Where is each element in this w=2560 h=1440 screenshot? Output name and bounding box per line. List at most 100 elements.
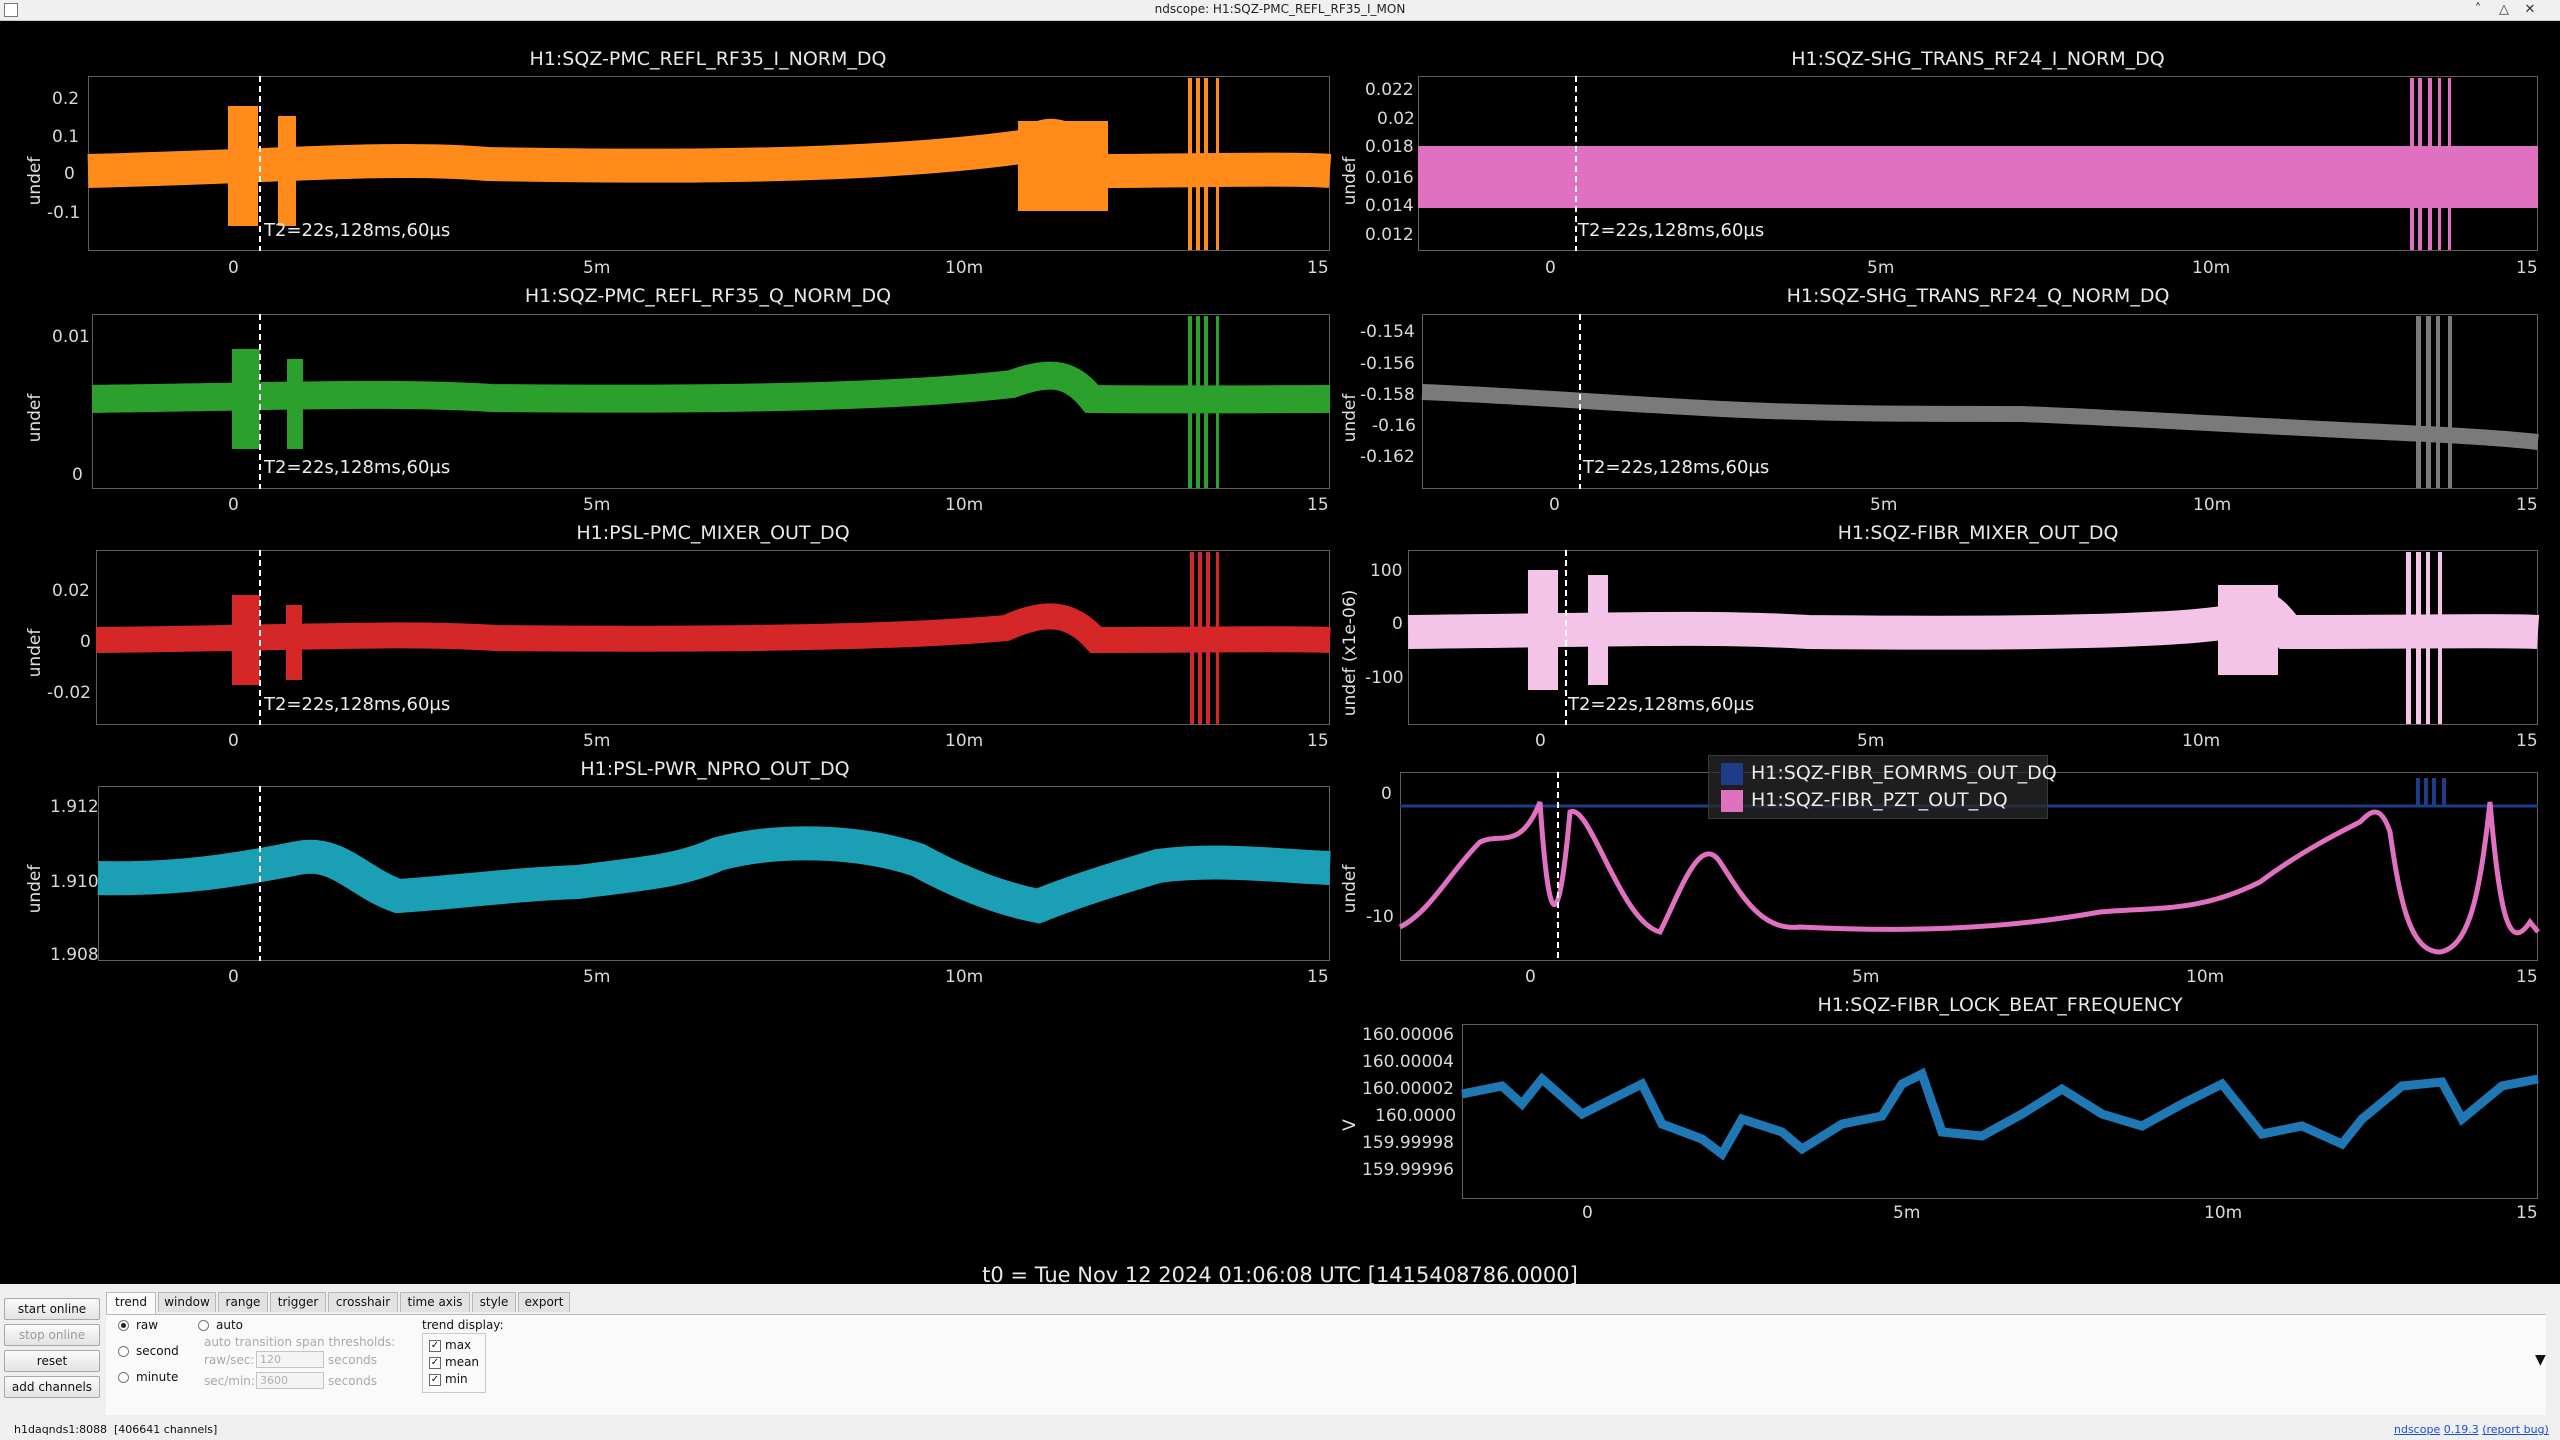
y-tick: 0.022: [1365, 80, 1414, 100]
x-tick: 5m: [1852, 967, 1880, 987]
x-tick: 10m: [945, 258, 984, 278]
trend-display-label: trend display:: [422, 1318, 504, 1332]
x-tick: 15: [2516, 1203, 2538, 1223]
version-info: ndscope 0.19.3 (report bug): [2394, 1423, 2549, 1436]
y-axis-label: undef (x1e-06): [1340, 589, 1360, 717]
seconds-label: seconds: [328, 1353, 378, 1367]
y-tick: 0: [1392, 614, 1403, 634]
x-tick: 15: [2516, 258, 2538, 278]
gray-trace: [1421, 314, 2539, 489]
raw-sec-field[interactable]: 120: [256, 1351, 324, 1368]
y-tick: 160.00006: [1362, 1025, 1454, 1045]
tab-window[interactable]: window: [158, 1292, 216, 1312]
x-tick: 15: [2516, 495, 2538, 515]
add-channels-button[interactable]: add channels: [4, 1376, 100, 1398]
tab-trend[interactable]: trend: [106, 1292, 156, 1315]
x-tick: 5m: [583, 731, 611, 751]
ndscope-link[interactable]: ndscope: [2394, 1423, 2441, 1436]
minute-radio[interactable]: [118, 1372, 129, 1383]
tab-crosshair[interactable]: crosshair: [328, 1292, 398, 1312]
sec-min-field[interactable]: 3600: [256, 1372, 324, 1389]
plot-title: H1:SQZ-FIBR_MIXER_OUT_DQ: [1837, 522, 2119, 544]
legend-swatch-pzt: [1721, 790, 1743, 812]
blue-trace: [1461, 1067, 2539, 1161]
collapse-arrow-icon[interactable]: ▼: [2535, 1352, 2546, 1368]
x-tick: 15: [1307, 967, 1329, 987]
reset-button[interactable]: reset: [4, 1350, 100, 1372]
y-tick: 0.014: [1365, 196, 1414, 216]
seconds-label: seconds: [328, 1374, 378, 1388]
report-bug-link[interactable]: (report bug): [2482, 1423, 2549, 1436]
max-checkbox[interactable]: ✓: [429, 1340, 441, 1352]
y-axis-label: undef: [25, 393, 45, 443]
teal-trace: [97, 786, 1331, 961]
window-title: ndscope: H1:SQZ-PMC_REFL_RF35_I_MON: [1154, 2, 1406, 16]
tab-style[interactable]: style: [472, 1292, 516, 1312]
y-tick: 0.2: [52, 89, 80, 109]
tab-export[interactable]: export: [518, 1292, 570, 1312]
mean-checkbox[interactable]: ✓: [429, 1357, 441, 1369]
y-tick: 0.01: [52, 327, 90, 347]
tab-range[interactable]: range: [218, 1292, 268, 1312]
x-tick: 5m: [1870, 495, 1898, 515]
plot-viewbox[interactable]: [1422, 314, 2538, 489]
pink-trace: [1418, 76, 2538, 251]
tab-trigger[interactable]: trigger: [270, 1292, 326, 1312]
close-button[interactable]: ✕: [2524, 2, 2536, 17]
plot-title: H1:SQZ-PMC_REFL_RF35_I_NORM_DQ: [529, 48, 887, 70]
x-tick: 10m: [2193, 495, 2232, 515]
y-tick: -0.1: [47, 203, 81, 223]
x-tick: 5m: [1867, 258, 1895, 278]
x-tick: 5m: [1857, 731, 1885, 751]
y-tick: 160.00004: [1362, 1052, 1454, 1072]
plot-title: H1:SQZ-FIBR_LOCK_BEAT_FREQUENCY: [1817, 994, 2183, 1016]
plot-title: H1:SQZ-SHG_TRANS_RF24_Q_NORM_DQ: [1786, 285, 2170, 307]
y-tick: 100: [1370, 561, 1403, 581]
y-tick: -0.158: [1360, 385, 1415, 405]
maximize-button[interactable]: △: [2499, 2, 2509, 17]
x-tick: 15: [1307, 731, 1329, 751]
min-checkbox[interactable]: ✓: [429, 1374, 441, 1386]
legend-label: H1:SQZ-FIBR_EOMRMS_OUT_DQ: [1751, 762, 2057, 784]
version-link[interactable]: 0.19.3: [2443, 1423, 2479, 1436]
legend-label: H1:SQZ-FIBR_PZT_OUT_DQ: [1751, 789, 2008, 811]
x-tick: 15: [2516, 967, 2538, 987]
y-tick: 159.99996: [1362, 1160, 1454, 1180]
y-tick: 159.99998: [1362, 1133, 1454, 1153]
crosshair-label: T2=22s,128ms,60µs: [264, 220, 451, 241]
crosshair-label: T2=22s,128ms,60µs: [264, 457, 451, 478]
minimize-button[interactable]: ˄: [2474, 2, 2482, 17]
y-tick: 0.02: [1377, 109, 1415, 129]
min-label: min: [445, 1372, 468, 1386]
plot-title: H1:SQZ-SHG_TRANS_RF24_I_NORM_DQ: [1791, 48, 2165, 70]
y-tick: 0: [72, 465, 83, 485]
y-tick: -10: [1366, 907, 1394, 927]
tab-time-axis[interactable]: time axis: [400, 1292, 470, 1312]
raw-label: raw: [136, 1318, 159, 1332]
second-radio[interactable]: [118, 1346, 129, 1357]
start-online-button[interactable]: start online: [4, 1298, 100, 1320]
auto-label: auto: [216, 1318, 244, 1332]
x-tick: 0: [1582, 1203, 1593, 1223]
x-tick: 0: [228, 731, 239, 751]
plot-viewbox[interactable]: [1462, 1024, 2538, 1199]
x-tick: 10m: [945, 731, 984, 751]
t0-label: t0 = Tue Nov 12 2024 01:06:08 UTC [14154…: [982, 1263, 1578, 1287]
y-axis-label: undef: [25, 628, 45, 678]
y-tick: -0.02: [47, 683, 91, 703]
red-trace: [95, 550, 1331, 725]
x-tick: 15: [2516, 731, 2538, 751]
plot-area[interactable]: H1:SQZ-PMC_REFL_RF35_I_NORM_DQ undef 0.2…: [0, 21, 2560, 1287]
auto-radio[interactable]: [198, 1320, 209, 1331]
max-label: max: [445, 1338, 472, 1352]
y-tick: 1.912: [50, 797, 99, 817]
raw-radio[interactable]: [118, 1320, 129, 1331]
x-tick: 10m: [945, 495, 984, 515]
y-tick: 0: [1381, 784, 1392, 804]
y-tick: 1.910: [50, 872, 99, 892]
second-label: second: [136, 1344, 179, 1358]
y-tick: 1.908: [50, 945, 99, 965]
stop-online-button[interactable]: stop online: [4, 1324, 100, 1346]
legend-swatch-eomrms: [1721, 763, 1743, 785]
x-tick: 10m: [2204, 1203, 2243, 1223]
